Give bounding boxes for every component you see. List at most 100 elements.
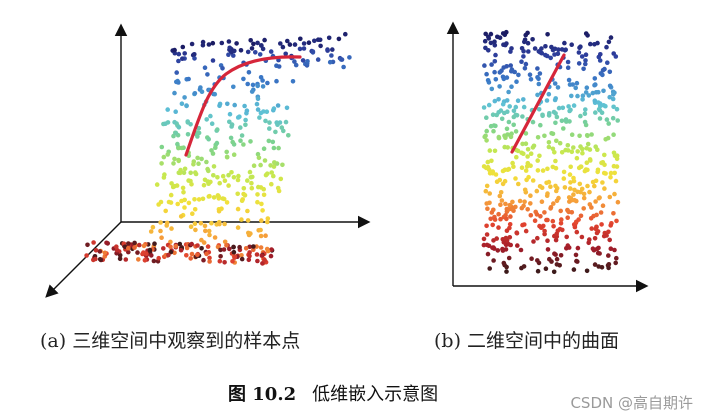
sample-point [206,42,212,47]
sample-point [210,58,216,63]
sample-point [238,125,243,130]
sample-point [611,150,617,156]
sample-point [185,132,191,137]
sample-point [487,200,492,206]
sample-point [571,145,576,150]
sample-point [516,181,521,187]
sample-point [565,143,571,148]
sample-point [521,97,526,102]
sample-point [610,115,616,121]
sample-point [561,169,567,175]
sample-point [227,111,233,117]
sample-point [522,39,527,45]
sample-point [523,141,529,146]
sample-point [483,188,489,194]
sample-point [558,221,564,226]
sample-point [528,193,533,198]
sample-point [489,86,495,92]
sample-point [255,258,260,264]
sample-point [527,72,533,77]
sample-point [566,104,571,109]
sample-point [206,228,212,234]
sample-point [492,148,498,154]
sample-point [579,54,585,59]
sample-point [163,208,168,214]
sample-point [261,109,266,114]
sample-point [607,194,613,200]
sample-point [175,78,180,84]
sample-point [525,40,531,46]
sample-point [207,232,212,238]
panel-a-y-axis [45,221,122,298]
sample-point [184,103,189,109]
sample-point [310,49,316,54]
sample-point [267,120,272,125]
sample-point [559,217,564,222]
sample-point [528,77,534,82]
sample-point [596,89,601,95]
sample-point [211,195,217,200]
sample-point [264,109,270,114]
sample-point [523,61,529,67]
panel-a-caption: (a) 三维空间中观察到的样本点 [40,330,301,352]
sample-point [514,79,519,84]
sample-point [482,134,488,140]
sample-point [205,72,210,77]
sample-point [494,179,500,184]
sample-point [491,245,496,250]
sample-point [188,122,193,127]
sample-point [575,149,580,154]
sample-point [211,173,216,178]
figure-title-text: 低维嵌入示意图 [312,384,439,405]
sample-point [262,37,267,43]
sample-point [503,135,508,140]
sample-point [278,176,284,182]
sample-point [585,33,590,38]
sample-point [571,175,576,181]
sample-point [559,118,565,124]
sample-point [607,94,612,100]
sample-point [205,244,211,249]
sample-point [486,167,492,172]
sample-point [539,199,545,204]
sample-point [564,234,569,240]
sample-point [500,246,505,252]
sample-point [245,49,251,55]
sample-point [597,58,603,63]
sample-point [305,59,310,64]
sample-point [141,250,146,255]
sample-point [217,180,222,186]
sample-point [575,245,581,251]
sample-point [178,214,184,219]
sample-point [519,46,525,51]
sample-point [606,265,611,271]
sample-point [215,193,221,198]
sample-point [613,260,618,266]
sample-point [239,256,245,262]
sample-point [504,126,510,132]
sample-point [246,70,252,75]
sample-point [156,255,161,261]
sample-point [489,158,494,164]
sample-point [336,36,342,42]
sample-point [169,226,174,231]
sample-point [521,104,527,110]
sample-point [272,160,277,165]
sample-point [226,39,232,44]
sample-point [226,183,231,188]
sample-point [585,133,590,139]
sample-point [511,122,516,128]
sample-point [503,247,509,252]
sample-point [188,224,194,229]
sample-point [195,243,200,248]
sample-point [255,199,260,205]
sample-point [243,117,248,123]
sample-point [549,259,554,264]
sample-point [179,101,185,106]
sample-point [220,66,225,71]
sample-point [581,206,586,211]
sample-point [590,90,596,96]
sample-point [568,186,573,191]
sample-point [505,109,510,114]
sample-point [271,173,276,179]
